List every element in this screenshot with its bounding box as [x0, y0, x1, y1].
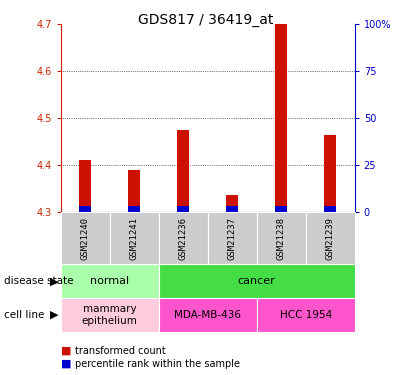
Bar	[208, 212, 257, 264]
Bar	[177, 130, 189, 212]
Text: ■: ■	[61, 346, 72, 355]
Bar	[159, 264, 355, 298]
Text: transformed count: transformed count	[75, 346, 166, 355]
Bar	[306, 212, 355, 264]
Bar	[128, 170, 141, 212]
Text: GSM21240: GSM21240	[81, 217, 90, 259]
Bar	[226, 195, 238, 212]
Bar	[257, 212, 306, 264]
Text: normal: normal	[90, 276, 129, 286]
Bar	[159, 298, 257, 332]
Bar	[128, 206, 141, 212]
Text: GDS817 / 36419_at: GDS817 / 36419_at	[138, 13, 273, 27]
Bar	[110, 212, 159, 264]
Bar	[61, 212, 110, 264]
Text: MDA-MB-436: MDA-MB-436	[174, 310, 241, 320]
Bar	[324, 135, 336, 212]
Bar	[257, 298, 355, 332]
Bar	[61, 298, 159, 332]
Text: GSM21237: GSM21237	[228, 217, 237, 259]
Text: disease state: disease state	[4, 276, 74, 286]
Bar	[324, 206, 336, 212]
Text: ■: ■	[61, 359, 72, 369]
Bar	[177, 206, 189, 212]
Bar	[61, 264, 159, 298]
Text: mammary
epithelium: mammary epithelium	[82, 304, 138, 326]
Text: HCC 1954: HCC 1954	[279, 310, 332, 320]
Bar	[79, 206, 91, 212]
Bar	[275, 24, 287, 212]
Text: ▶: ▶	[50, 276, 59, 286]
Text: GSM21239: GSM21239	[326, 217, 335, 259]
Bar	[79, 160, 91, 212]
Text: ▶: ▶	[50, 310, 59, 320]
Bar	[275, 206, 287, 212]
Text: cancer: cancer	[238, 276, 276, 286]
Text: GSM21238: GSM21238	[277, 217, 286, 259]
Bar	[226, 206, 238, 212]
Text: GSM21241: GSM21241	[130, 217, 139, 259]
Text: cell line: cell line	[4, 310, 44, 320]
Text: GSM21236: GSM21236	[179, 217, 188, 259]
Bar	[159, 212, 208, 264]
Text: percentile rank within the sample: percentile rank within the sample	[75, 359, 240, 369]
